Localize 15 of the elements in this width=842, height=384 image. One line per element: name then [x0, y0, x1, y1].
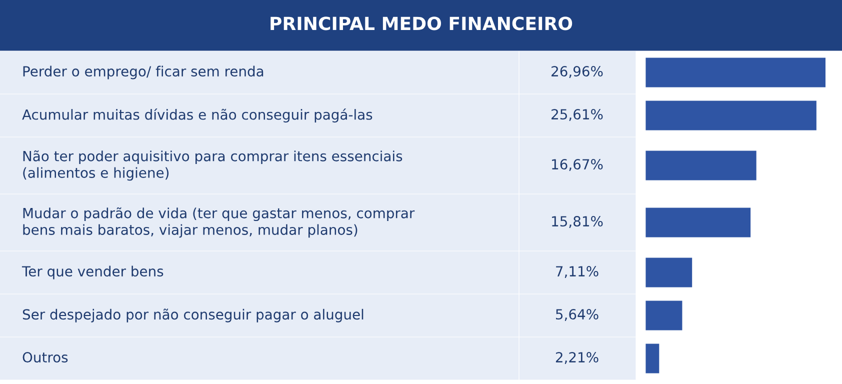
y-tick-label: Ser despejado por não conseguir pagar o aluguel: [22, 308, 364, 322]
data-label: 26,96%: [552, 66, 603, 78]
y-tick-label: Ter que vender bens: [22, 266, 164, 280]
y-tick-label: Mudar o padrão de vida (ter que gastar menos, comprar bens mais baratos, viajar menos, mudar planos): [23, 207, 415, 238]
y-tick-label: Acumular muitas dívidas e não conseguir pagá-las: [22, 108, 372, 122]
y-tick-label: Não ter poder aquisitivo para comprar itens essenciais (alimentos e higiene): [23, 150, 402, 181]
text: PRINCIPAL MEDO FINANCEIRO: [270, 16, 572, 30]
data-label: 7,11%: [556, 266, 598, 278]
data-label: 16,67%: [552, 159, 603, 171]
data-label: 5,64%: [556, 309, 598, 321]
data-label: 2,21%: [556, 352, 598, 364]
data-label: 25,61%: [552, 109, 603, 121]
data-label: 15,81%: [552, 216, 603, 228]
y-tick-label: Outros: [22, 352, 68, 363]
y-tick-label: Perder o emprego/ ficar sem renda: [23, 66, 264, 80]
